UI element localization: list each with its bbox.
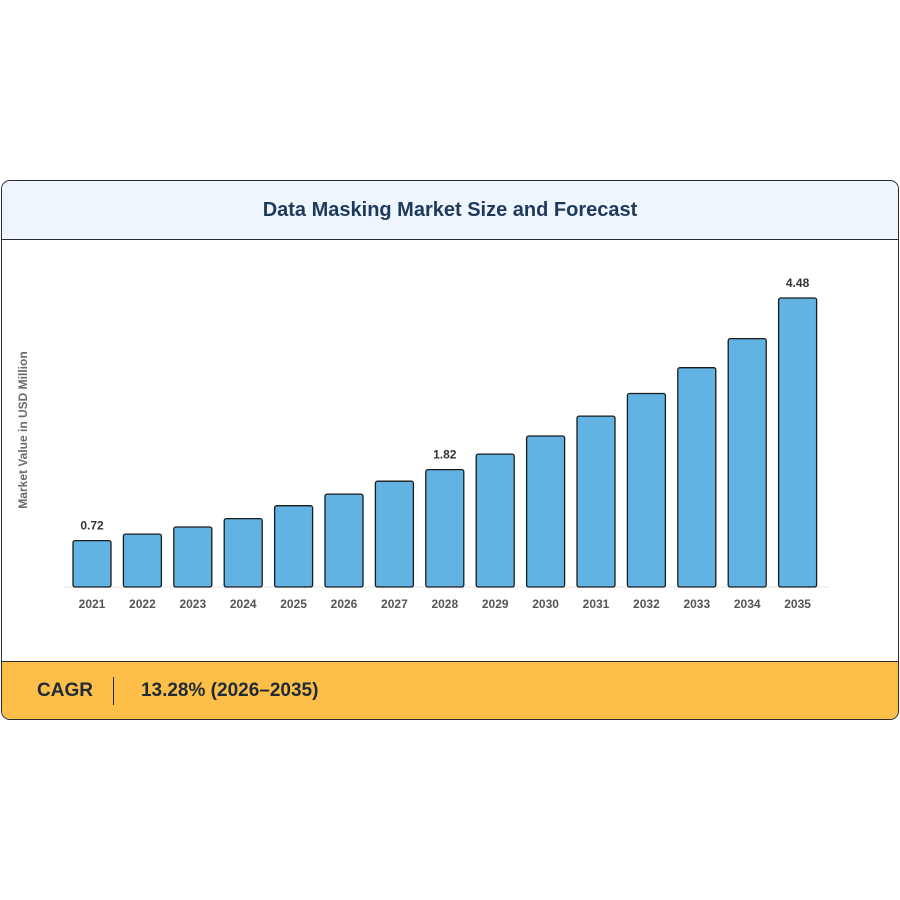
- chart-header: Data Masking Market Size and Forecast: [2, 181, 898, 240]
- cagr-value: 13.28% (2026–2035): [140, 680, 319, 701]
- bar-2034: [727, 337, 767, 588]
- bar-2035: [777, 297, 818, 588]
- bar-2030: [525, 435, 566, 588]
- bar-2025: [273, 505, 314, 588]
- y-axis-label: Market Value in USD Million: [16, 351, 30, 508]
- x-tick-label: 2021: [79, 597, 106, 611]
- bar-2027: [374, 480, 415, 588]
- bar-2021: [72, 539, 112, 588]
- bar-2024: [223, 517, 263, 588]
- x-tick-label: 2035: [784, 597, 811, 611]
- chart-card: Data Masking Market Size and Forecast Ma…: [1, 180, 899, 720]
- plot-area: Market Value in USD Million 2021 2022 2023…: [2, 240, 898, 661]
- bar-2033: [677, 367, 717, 588]
- x-tick-label: 2029: [482, 597, 509, 611]
- x-tick-label: 2027: [381, 597, 408, 611]
- x-tick-label: 2034: [734, 597, 761, 611]
- data-label-2028: 1.82: [433, 448, 457, 462]
- x-tick-label: 2032: [633, 597, 660, 611]
- x-tick-label: 2025: [280, 597, 307, 611]
- bar-2028: [425, 468, 465, 588]
- bar-2029: [475, 453, 515, 588]
- cagr-label: CAGR: [37, 680, 93, 701]
- x-tick-label: 2023: [179, 597, 206, 611]
- x-tick-label: 2033: [683, 597, 710, 611]
- data-label-2021: 0.72: [80, 519, 104, 533]
- bar-chart: Market Value in USD Million 2021 2022 2023…: [16, 276, 830, 611]
- data-label-2035: 4.48: [786, 276, 810, 290]
- x-tick-label: 2031: [583, 597, 610, 611]
- cagr-footer: CAGR 13.28% (2026–2035): [2, 661, 898, 719]
- cagr-divider: [112, 677, 114, 705]
- bar-2022: [122, 533, 163, 588]
- x-tick-label: 2030: [532, 597, 559, 611]
- x-tick-label: 2028: [431, 597, 458, 611]
- x-tick-label: 2026: [331, 597, 358, 611]
- bar-2026: [324, 493, 364, 588]
- chart-title: Data Masking Market Size and Forecast: [262, 198, 638, 221]
- x-tick-label: 2024: [230, 597, 257, 611]
- x-tick-label: 2022: [129, 597, 156, 611]
- bar-2031: [576, 415, 616, 588]
- bar-2023: [173, 526, 213, 588]
- bar-2032: [626, 392, 667, 588]
